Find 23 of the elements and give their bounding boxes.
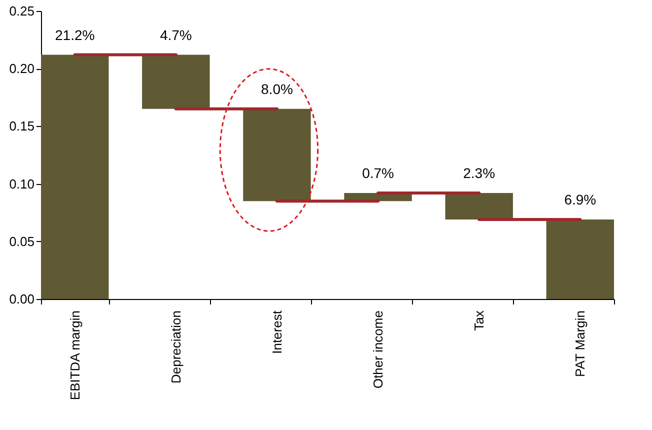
- bar: [41, 54, 109, 299]
- bar: [142, 54, 210, 109]
- data-label: 21.2%: [55, 26, 95, 43]
- bar: [546, 220, 614, 299]
- bar: [243, 108, 311, 202]
- bar: [445, 193, 513, 220]
- y-tick-label: 0.15: [9, 118, 34, 134]
- x-tick-label: Tax: [472, 310, 487, 331]
- x-tick-label: Depreciation: [168, 310, 184, 384]
- x-tick-label: PAT Margin: [572, 310, 588, 377]
- data-label: 2.3%: [463, 165, 496, 182]
- x-tick-label: Interest: [269, 310, 284, 354]
- y-tick-label: 0.10: [9, 176, 34, 192]
- y-tick-label: 0.00: [9, 292, 34, 306]
- data-label: 6.9%: [564, 192, 596, 208]
- y-tick-label: 0.05: [9, 234, 34, 249]
- data-label: 4.7%: [160, 26, 192, 43]
- x-tick-label: Other income: [370, 310, 386, 389]
- data-label: 8.0%: [261, 80, 293, 97]
- y-tick-label: 0.25: [9, 4, 34, 18]
- y-tick-label: 0.20: [9, 61, 34, 76]
- data-label: 0.7%: [362, 165, 394, 182]
- x-tick-label: EBITDA margin: [67, 310, 82, 400]
